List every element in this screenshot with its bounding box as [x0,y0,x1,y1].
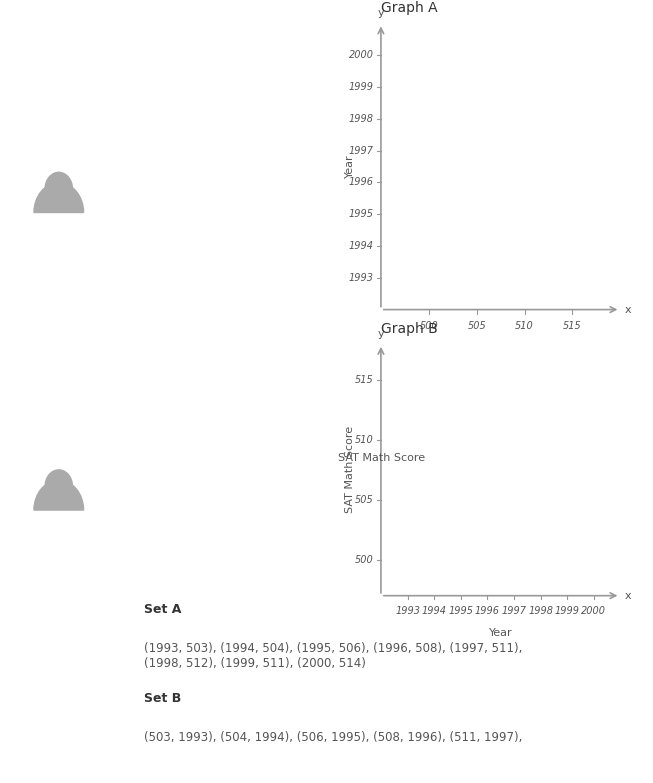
Text: 500: 500 [419,321,438,331]
Text: Graph A: Graph A [381,2,438,16]
Text: (1993, 503), (1994, 504), (1995, 506), (1996, 508), (1997, 511),
(1998, 512), (1: (1993, 503), (1994, 504), (1995, 506), (… [144,641,522,669]
Text: SAT Math Score: SAT Math Score [338,453,426,463]
Text: 2000: 2000 [349,50,374,60]
Text: 515: 515 [355,375,374,385]
Text: Graph B: Graph B [381,322,438,336]
Text: Year: Year [489,629,513,638]
Text: 1997: 1997 [502,606,526,615]
Text: 505: 505 [355,495,374,505]
Text: 1998: 1998 [528,606,553,615]
Text: 1993: 1993 [395,606,420,615]
Text: SAT Math Score: SAT Math Score [457,347,544,357]
Text: 2000: 2000 [581,606,606,615]
Text: 510: 510 [515,321,534,331]
Text: 1998: 1998 [349,114,374,124]
Text: (503, 1993), (504, 1994), (506, 1995), (508, 1996), (511, 1997),: (503, 1993), (504, 1994), (506, 1995), (… [144,731,522,744]
Text: 1996: 1996 [349,178,374,187]
Text: 1994: 1994 [422,606,447,615]
Text: Set B: Set B [144,692,181,705]
Text: x: x [625,590,631,601]
Text: y: y [377,8,384,18]
Text: 510: 510 [355,435,374,445]
Text: 1996: 1996 [475,606,500,615]
Text: 1999: 1999 [554,606,580,615]
Text: 1993: 1993 [349,272,374,283]
Text: 1994: 1994 [349,241,374,251]
Text: 1997: 1997 [349,146,374,156]
Text: x: x [625,305,631,315]
Text: 1999: 1999 [349,82,374,92]
Text: 515: 515 [563,321,582,331]
Text: Year: Year [345,155,355,179]
Text: Set A: Set A [144,603,181,616]
Text: 1995: 1995 [448,606,473,615]
Text: 1995: 1995 [349,209,374,219]
Text: y: y [377,329,384,339]
Text: SAT Math Score: SAT Math Score [345,426,355,514]
Text: 500: 500 [355,554,374,565]
Text: 505: 505 [468,321,486,331]
